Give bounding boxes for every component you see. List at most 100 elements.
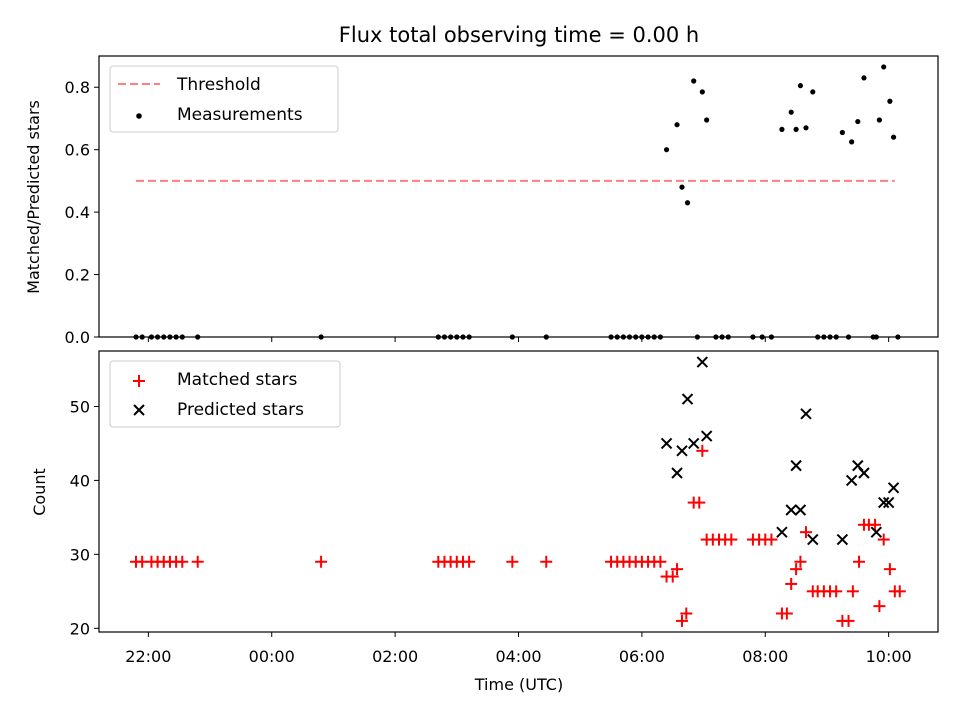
top-y-tick-label: 0.4 (65, 203, 90, 222)
legend-predicted-label: Predicted stars (177, 400, 304, 420)
x-tick-label: 02:00 (372, 647, 418, 666)
measurement-point (849, 139, 855, 145)
measurement-point (699, 89, 705, 95)
matched-star-marker (725, 533, 738, 546)
predicted-marker-stroke-b (687, 437, 700, 450)
predicted-star-marker (785, 504, 797, 516)
bottom-x-ticks: 22:00 00:00 02:00 04:00 06:00 08:00 10:00 (125, 632, 912, 666)
predicted-marker-stroke-b (800, 408, 812, 420)
matched-star-marker (830, 585, 843, 598)
predicted-star-marker (882, 496, 895, 509)
matched-star-marker (877, 533, 890, 546)
x-tick-label: 08:00 (742, 647, 788, 666)
legend-measurements-swatch (136, 113, 142, 119)
predicted-marker-stroke-b (870, 526, 883, 538)
predicted-star-marker (836, 533, 849, 546)
chart-title: Flux total observing time = 0.00 h (339, 23, 699, 47)
predicted-marker-stroke-b (660, 437, 673, 450)
x-tick-label: 06:00 (619, 647, 665, 666)
x-tick-label: 22:00 (125, 647, 171, 666)
x-tick-label: 04:00 (495, 647, 541, 666)
measurement-point (855, 118, 861, 125)
predicted-star-marker (776, 526, 788, 538)
matched-star-marker (873, 600, 886, 613)
predicted-marker-stroke-b (794, 504, 807, 516)
bottom-legend-box (109, 360, 341, 428)
bottom-y-tick-label: 30 (70, 545, 90, 564)
predicted-star-marker (681, 393, 694, 405)
predicted-marker-stroke-b (887, 482, 900, 494)
bottom-legend: Matched stars Predicted stars (109, 360, 341, 428)
legend-measurements-label: Measurements (177, 105, 303, 125)
matched-star-marker (842, 614, 855, 627)
bottom-plot-area (130, 356, 906, 627)
measurement-point (779, 126, 785, 132)
legend-matched-swatch (133, 375, 145, 387)
top-y-tick-label: 0.0 (65, 328, 90, 347)
matched-star-marker (666, 570, 679, 583)
matched-star-marker (794, 555, 807, 568)
matched-star-marker (765, 533, 778, 546)
measurement-point (887, 98, 893, 104)
top-y-tick-label: 0.6 (65, 141, 90, 160)
legend-matched-label: Matched stars (177, 370, 297, 390)
matched-star-marker (785, 577, 798, 590)
predicted-star-marker (870, 526, 883, 538)
predicted-marker-stroke-b (696, 356, 709, 368)
predicted-star-marker (807, 533, 819, 546)
predicted-star-marker (794, 504, 807, 516)
predicted-marker-stroke-b (845, 474, 858, 487)
measurement-point (861, 75, 867, 81)
top-legend: Threshold Measurements (109, 65, 339, 133)
measurement-point (881, 64, 887, 70)
predicted-star-marker (696, 356, 709, 368)
predicted-star-marker (660, 437, 673, 450)
predicted-marker-stroke-b (785, 504, 797, 516)
predicted-star-marker (887, 482, 900, 494)
top-y-axis-label: Matched/Predicted stars (24, 100, 43, 294)
measurement-point (684, 200, 691, 206)
predicted-marker-stroke-b (836, 533, 849, 546)
measurement-point (839, 129, 845, 136)
predicted-marker-stroke-b (676, 445, 688, 457)
measurement-point (797, 83, 804, 89)
measurement-point (788, 109, 794, 115)
bottom-y-axis-label: Count (30, 468, 49, 516)
matched-star-marker (780, 607, 793, 620)
predicted-marker-stroke-b (807, 533, 819, 546)
bottom-y-tick-label: 20 (70, 619, 90, 638)
matched-star-marker (846, 585, 859, 598)
matched-star-marker (790, 563, 803, 576)
bottom-axes: 20 30 40 50 22:00 00:00 02:00 04:00 06:00 08:00 1… (30, 350, 939, 694)
predicted-marker-stroke-b (681, 393, 694, 405)
top-y-ticks: 0.0 0.2 0.4 0.6 0.8 (65, 78, 99, 347)
measurement-point (679, 184, 685, 190)
measurement-point (810, 89, 816, 95)
matched-star-marker (315, 555, 328, 568)
measurement-point (663, 147, 670, 153)
top-y-tick-label: 0.2 (65, 266, 90, 285)
predicted-marker-stroke-b (878, 496, 890, 509)
top-legend-box (109, 65, 339, 133)
measurement-point (674, 122, 680, 128)
matched-star-marker (675, 614, 688, 627)
matched-star-marker (869, 518, 882, 531)
predicted-marker-stroke-b (882, 496, 895, 509)
bottom-y-tick-label: 50 (70, 397, 90, 416)
predicted-marker-stroke-b (858, 467, 870, 479)
x-tick-label: 10:00 (866, 647, 912, 666)
measurement-point (793, 126, 799, 132)
measurement-point (803, 125, 809, 131)
predicted-star-marker (687, 437, 700, 450)
matched-star-marker (893, 585, 906, 598)
predicted-marker-stroke-b (852, 459, 864, 472)
measurement-point (691, 78, 697, 84)
matched-star-marker (853, 555, 866, 568)
predicted-marker-stroke-b (790, 459, 802, 472)
matched-star-marker (654, 555, 667, 568)
measurement-point (890, 134, 897, 140)
matched-star-marker (176, 555, 189, 568)
predicted-star-marker (845, 474, 858, 487)
predicted-star-marker (700, 430, 713, 442)
matched-star-marker (506, 555, 519, 568)
